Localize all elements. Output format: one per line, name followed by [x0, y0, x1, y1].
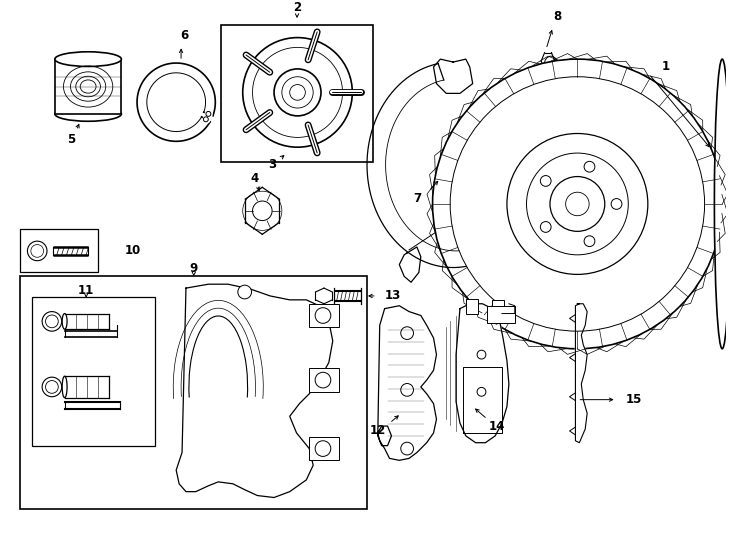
Circle shape	[477, 387, 486, 396]
Ellipse shape	[714, 59, 730, 349]
Circle shape	[274, 69, 321, 116]
Text: 14: 14	[539, 256, 556, 269]
Bar	[32, 297, 155, 445]
Bar	[466, 299, 478, 314]
Ellipse shape	[55, 106, 121, 122]
Ellipse shape	[55, 52, 121, 66]
Circle shape	[611, 199, 622, 210]
Bar	[20, 230, 98, 273]
Circle shape	[432, 59, 722, 349]
Text: 11: 11	[78, 284, 94, 296]
Circle shape	[238, 285, 252, 299]
Circle shape	[540, 176, 551, 186]
Circle shape	[243, 38, 352, 147]
Text: 7: 7	[413, 192, 421, 205]
Text: 3: 3	[268, 158, 276, 171]
Text: 4: 4	[250, 172, 258, 185]
Text: 5: 5	[68, 133, 76, 146]
Bar	[309, 368, 338, 392]
Ellipse shape	[62, 314, 67, 329]
Ellipse shape	[62, 376, 67, 397]
Circle shape	[401, 442, 413, 455]
Text: 8: 8	[553, 10, 562, 23]
Bar	[221, 25, 373, 162]
Circle shape	[507, 133, 648, 274]
Bar	[493, 300, 504, 315]
Polygon shape	[575, 304, 587, 443]
Text: 9: 9	[189, 262, 198, 275]
Bar	[309, 437, 338, 460]
Text: 15: 15	[626, 393, 642, 406]
Circle shape	[526, 153, 628, 255]
Circle shape	[401, 383, 413, 396]
Bar	[309, 304, 338, 327]
Bar	[55, 59, 121, 114]
Circle shape	[477, 350, 486, 359]
Circle shape	[566, 192, 589, 215]
Text: 14: 14	[489, 420, 505, 433]
Text: 12: 12	[370, 424, 386, 437]
Circle shape	[584, 236, 595, 247]
Bar	[487, 306, 515, 323]
Circle shape	[42, 377, 62, 397]
Text: 2: 2	[293, 1, 301, 14]
Circle shape	[584, 161, 595, 172]
Text: 10: 10	[125, 245, 141, 258]
Polygon shape	[176, 284, 333, 497]
Circle shape	[401, 327, 413, 340]
Circle shape	[42, 312, 62, 331]
Bar	[20, 276, 367, 509]
Text: 1: 1	[661, 60, 669, 73]
Text: 13: 13	[385, 289, 401, 302]
Circle shape	[540, 221, 551, 232]
Polygon shape	[378, 306, 437, 460]
Circle shape	[27, 241, 47, 261]
Text: 6: 6	[180, 29, 188, 42]
Circle shape	[450, 77, 705, 331]
Polygon shape	[456, 304, 509, 443]
Circle shape	[550, 177, 605, 231]
